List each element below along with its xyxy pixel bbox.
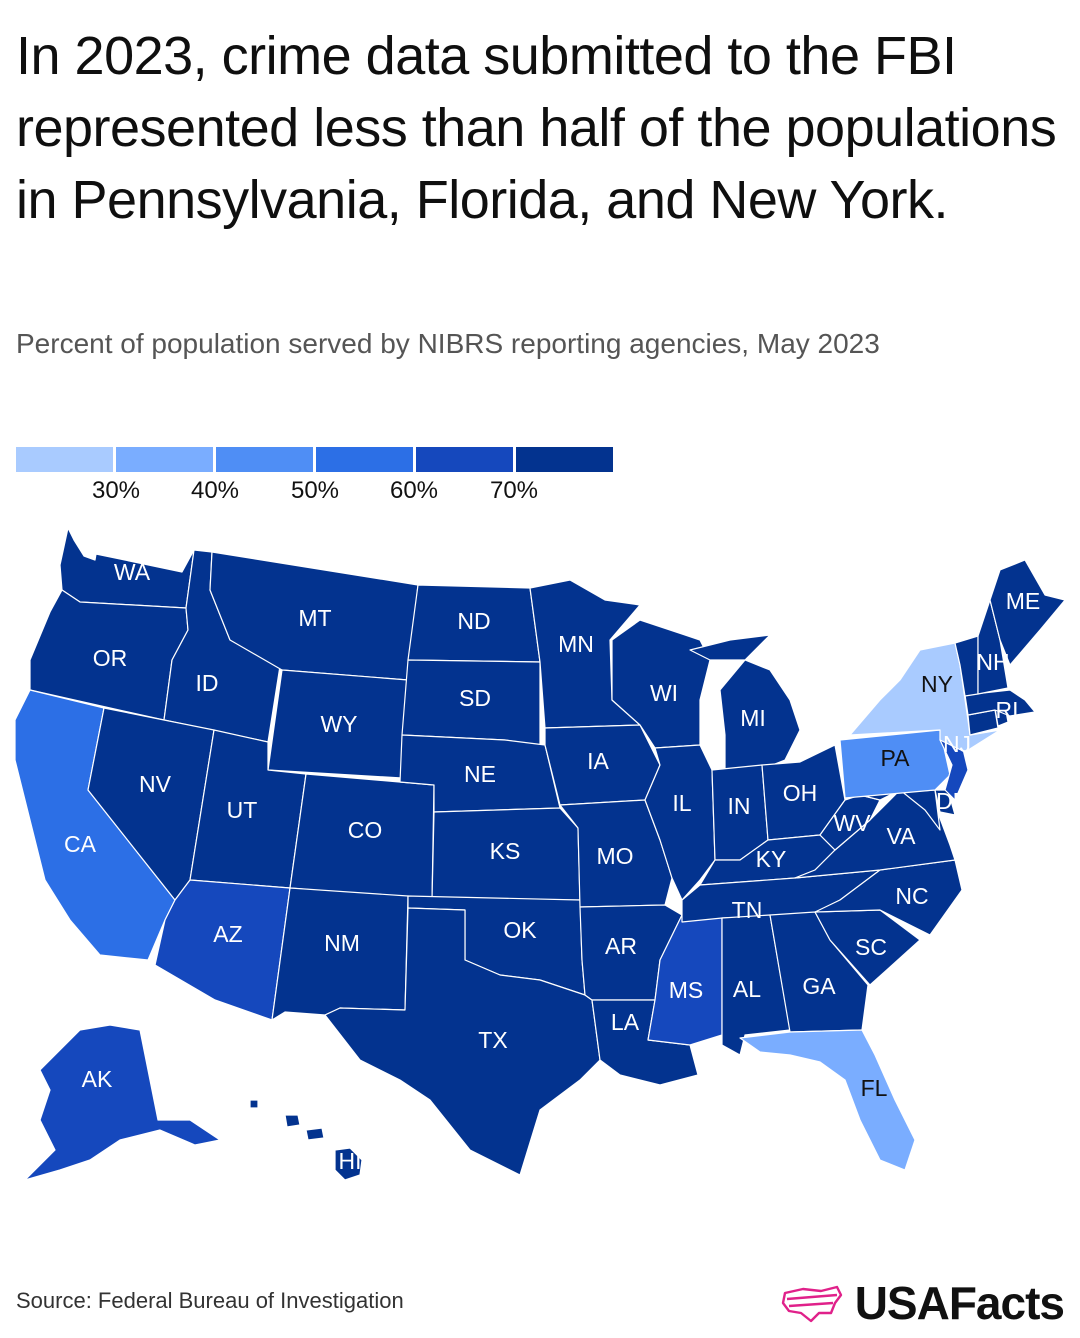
state-nh bbox=[977, 599, 1009, 695]
label-tn: TN bbox=[732, 897, 763, 923]
legend-swatch-1 bbox=[16, 447, 113, 472]
legend-swatch-6 bbox=[516, 447, 613, 472]
label-nm: NM bbox=[324, 930, 360, 956]
legend-swatch-5 bbox=[416, 447, 513, 472]
legend-tick: 70% bbox=[489, 477, 539, 504]
legend-tick: 50% bbox=[290, 477, 340, 504]
label-nh: NH bbox=[976, 649, 1009, 675]
label-ri: RI bbox=[996, 697, 1019, 723]
label-wa: WA bbox=[114, 559, 151, 585]
label-ok: OK bbox=[503, 917, 537, 943]
source-note: Source: Federal Bureau of Investigation bbox=[16, 1288, 404, 1313]
label-or: OR bbox=[93, 645, 128, 671]
state-ma bbox=[964, 689, 1036, 717]
label-az: AZ bbox=[213, 921, 242, 947]
usafacts-logo: USAFacts bbox=[781, 1276, 1065, 1330]
legend-tick: 40% bbox=[190, 477, 240, 504]
label-mo: MO bbox=[596, 843, 633, 869]
label-in: IN bbox=[728, 793, 751, 819]
label-ga: GA bbox=[802, 973, 836, 999]
state-shapes bbox=[14, 527, 1066, 1181]
state-vt bbox=[954, 635, 979, 697]
legend-swatch-3 bbox=[216, 447, 313, 472]
label-nd: ND bbox=[457, 608, 490, 634]
label-sd: SD bbox=[459, 685, 491, 711]
state-mn bbox=[529, 579, 641, 729]
state-ak bbox=[24, 1024, 221, 1181]
label-la: LA bbox=[611, 1009, 640, 1035]
label-ak: AK bbox=[82, 1066, 113, 1092]
legend-swatch-4 bbox=[316, 447, 413, 472]
state-mi bbox=[689, 634, 801, 771]
label-mn: MN bbox=[558, 631, 594, 657]
state-me bbox=[989, 559, 1066, 666]
label-wv: WV bbox=[833, 810, 871, 836]
legend-ticks: 30% 40% 50% 60% 70% bbox=[16, 477, 616, 507]
label-ne: NE bbox=[464, 761, 496, 787]
legend-tick: 30% bbox=[91, 477, 141, 504]
subtitle: Percent of population served by NIBRS re… bbox=[16, 328, 880, 359]
label-pa: PA bbox=[881, 745, 911, 771]
label-mi: MI bbox=[740, 705, 766, 731]
label-nc: NC bbox=[895, 883, 928, 909]
label-wi: WI bbox=[650, 680, 678, 706]
label-oh: OH bbox=[783, 780, 818, 806]
state-wi bbox=[611, 619, 711, 749]
label-tx: TX bbox=[478, 1027, 507, 1053]
label-ar: AR bbox=[605, 933, 637, 959]
label-sc: SC bbox=[855, 934, 887, 960]
label-nj: NJ bbox=[943, 731, 971, 757]
legend-tick: 60% bbox=[389, 477, 439, 504]
legend-swatch-2 bbox=[116, 447, 213, 472]
state-fl bbox=[739, 1029, 916, 1171]
brand-wordmark: USAFacts bbox=[854, 1277, 1065, 1329]
state-va bbox=[794, 789, 956, 879]
state-tx bbox=[324, 907, 601, 1176]
page-title: In 2023, crime data submitted to the FBI… bbox=[16, 26, 1057, 230]
label-fl: FL bbox=[861, 1075, 888, 1101]
state-labels: WA OR CA ID NV MT WY UT AZ CO NM ND SD N… bbox=[64, 559, 1040, 1174]
us-map-logo-icon bbox=[781, 1285, 842, 1323]
label-ia: IA bbox=[587, 748, 609, 774]
color-legend: 30% 40% 50% 60% 70% bbox=[16, 447, 616, 507]
label-wy: WY bbox=[320, 711, 357, 737]
state-hi bbox=[249, 1099, 363, 1181]
label-me: ME bbox=[1006, 588, 1041, 614]
label-ny: NY bbox=[921, 671, 953, 697]
label-nv: NV bbox=[139, 771, 172, 797]
label-hi: HI bbox=[339, 1148, 362, 1174]
label-al: AL bbox=[733, 976, 761, 1002]
label-ks: KS bbox=[490, 838, 521, 864]
label-va: VA bbox=[887, 823, 917, 849]
label-il: IL bbox=[672, 790, 691, 816]
state-wa bbox=[59, 527, 195, 609]
legend-color-bar bbox=[16, 447, 613, 472]
label-mt: MT bbox=[298, 605, 331, 631]
label-ky: KY bbox=[756, 846, 787, 872]
label-co: CO bbox=[348, 817, 383, 843]
label-id: ID bbox=[196, 670, 219, 696]
label-ca: CA bbox=[64, 831, 97, 857]
label-de: DE bbox=[936, 788, 968, 814]
label-ms: MS bbox=[669, 977, 704, 1003]
label-ut: UT bbox=[227, 797, 258, 823]
state-az bbox=[154, 879, 291, 1021]
state-de bbox=[934, 789, 956, 816]
us-choropleth-map: WA OR CA ID NV MT WY UT AZ CO NM ND SD N… bbox=[14, 527, 1066, 1181]
state-pa bbox=[839, 729, 951, 799]
